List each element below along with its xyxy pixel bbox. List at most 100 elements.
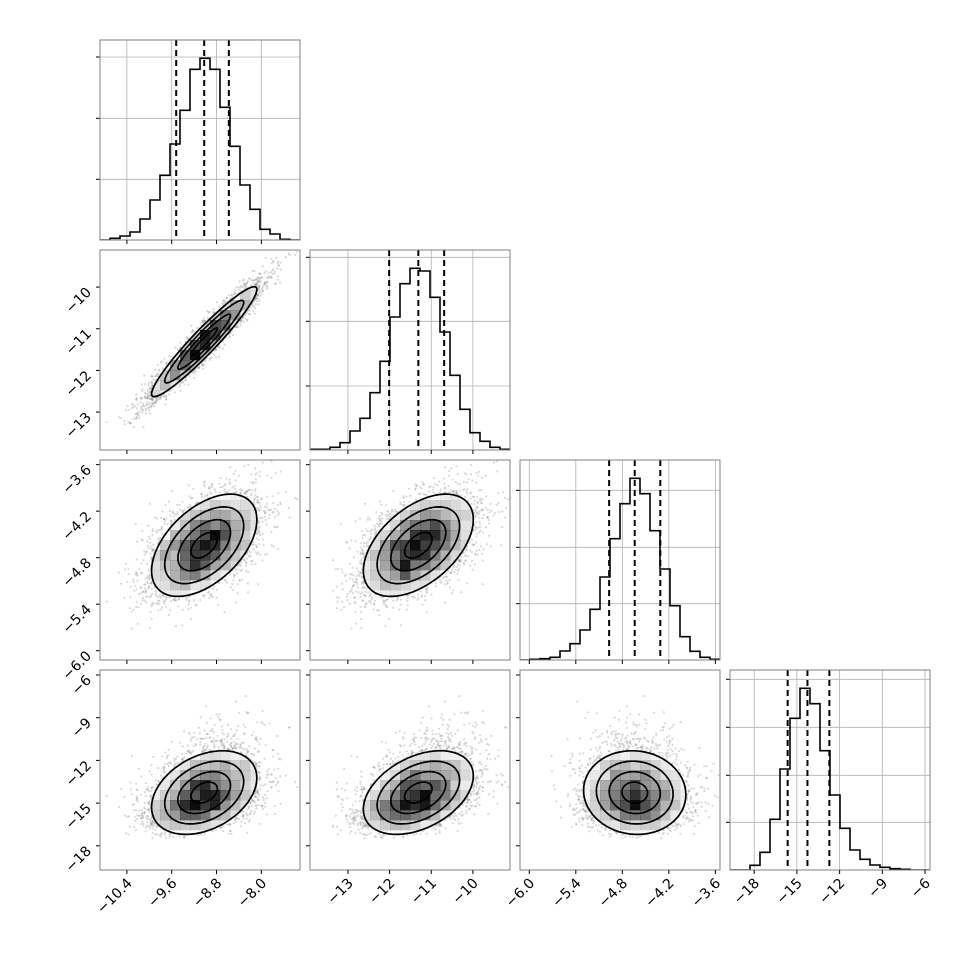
scatter-point [139,409,142,412]
scatter-point [132,417,135,420]
scatter-point [242,285,245,288]
scatter-point [261,461,264,464]
scatter-point [242,320,245,323]
density-bin [100,420,110,430]
scatter-point [257,303,260,306]
scatter-point [136,412,139,416]
scatter-point [144,412,148,415]
scatter-point [258,291,261,294]
scatter-point [277,265,280,268]
scatter-point [146,397,149,400]
scatter-point [238,280,241,283]
scatter-point [136,413,139,416]
scatter-point [251,279,254,282]
scatter-point [265,284,268,287]
scatter-point [150,406,153,409]
scatter-point [165,517,168,520]
scatter-point [255,281,258,284]
scatter-point [150,397,153,400]
scatter-point [239,286,242,289]
scatter-point [168,393,171,396]
scatter-point [253,312,257,315]
scatter-point [256,283,259,286]
density-bin [170,340,180,350]
scatter-point [150,380,153,384]
scatter-point [201,319,204,322]
scatter-point [223,301,226,304]
scatter-point [155,396,158,400]
scatter-point [184,379,187,382]
density-bin [270,280,280,290]
scatter-point [248,312,251,315]
scatter-point [258,299,261,303]
scatter-point [153,400,156,404]
scatter-point [146,396,149,399]
density-bin [280,260,290,270]
scatter-point [132,403,135,406]
scatter-point [151,384,154,387]
scatter-point [245,311,248,314]
scatter-point [197,366,200,369]
scatter-point [284,256,287,259]
scatter-point [258,271,261,275]
scatter-point [247,570,250,574]
scatter-point [183,383,186,386]
density-bin [150,410,160,420]
scatter-point [148,585,151,588]
scatter-point [147,402,151,405]
scatter-point [276,278,279,281]
scatter-point [187,484,190,487]
scatter-point [148,386,151,389]
density-bin [180,390,190,400]
scatter-point [149,397,152,400]
scatter-point [152,378,155,381]
scatter-point [255,300,258,303]
scatter-point [138,411,141,414]
scatter-point [117,416,121,419]
scatter-point [207,311,210,314]
scatter-point [160,360,163,363]
scatter-point [212,311,215,314]
scatter-point [259,272,262,275]
scatter-point [135,398,138,401]
scatter-point [218,344,221,347]
scatter-point [136,411,139,415]
scatter-point [294,496,297,500]
scatter-point [270,262,273,265]
scatter-point [148,397,151,400]
scatter-point [212,311,215,314]
scatter-point [130,403,133,406]
scatter-point [155,373,158,376]
scatter-point [157,372,160,375]
scatter-point [208,311,211,314]
density-bin [250,310,260,320]
scatter-point [217,603,220,606]
scatter-point [218,347,222,350]
scatter-point [149,403,152,407]
scatter-point [130,627,133,630]
scatter-point [201,363,204,366]
scatter-point [279,261,282,264]
scatter-point [141,389,144,392]
histogram-step-line [100,57,300,240]
scatter-point [257,284,260,287]
scatter-point [191,371,194,374]
scatter-point [213,353,216,356]
scatter-point [135,407,139,410]
scatter-point [253,305,256,308]
scatter-point [258,285,261,288]
scatter-point [254,297,258,300]
scatter-point [251,269,254,272]
scatter-point [212,308,215,311]
scatter-point [150,382,154,385]
scatter-point [193,372,196,375]
scatter-point [147,394,150,397]
scatter-point [248,313,251,316]
scatter-point [159,396,162,399]
scatter-point [141,596,145,600]
scatter-point [256,495,259,499]
scatter-point [254,307,257,310]
scatter-point [206,309,209,312]
scatter-point [272,268,275,271]
scatter-point [135,397,138,400]
